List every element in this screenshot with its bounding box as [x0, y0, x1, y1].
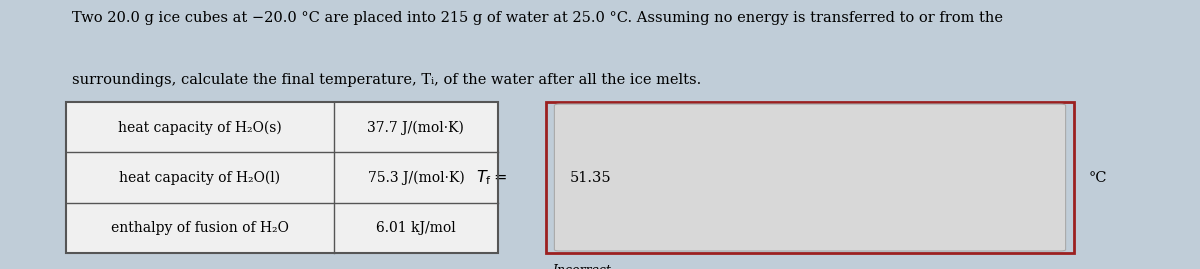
Text: $T_{\mathrm{f}}=$: $T_{\mathrm{f}}=$ — [476, 168, 508, 187]
Text: 6.01 kJ/mol: 6.01 kJ/mol — [376, 221, 456, 235]
Text: heat capacity of H₂O(s): heat capacity of H₂O(s) — [118, 120, 282, 134]
Text: heat capacity of H₂O(l): heat capacity of H₂O(l) — [119, 170, 281, 185]
FancyBboxPatch shape — [66, 102, 498, 253]
Text: 51.35: 51.35 — [570, 171, 612, 185]
Text: Two 20.0 g ice cubes at −20.0 °C are placed into 215 g of water at 25.0 °C. Assu: Two 20.0 g ice cubes at −20.0 °C are pla… — [72, 11, 1003, 25]
Bar — [66, 102, 498, 253]
Text: Incorrect: Incorrect — [552, 264, 611, 269]
Text: surroundings, calculate the final temperature, Tᵢ, of the water after all the ic: surroundings, calculate the final temper… — [72, 73, 701, 87]
Text: °C: °C — [1088, 171, 1106, 185]
Text: 75.3 J/(mol·K): 75.3 J/(mol·K) — [367, 170, 464, 185]
Text: 37.7 J/(mol·K): 37.7 J/(mol·K) — [367, 120, 464, 134]
FancyBboxPatch shape — [554, 104, 1066, 251]
Text: enthalpy of fusion of H₂O: enthalpy of fusion of H₂O — [110, 221, 289, 235]
Bar — [546, 102, 1074, 253]
